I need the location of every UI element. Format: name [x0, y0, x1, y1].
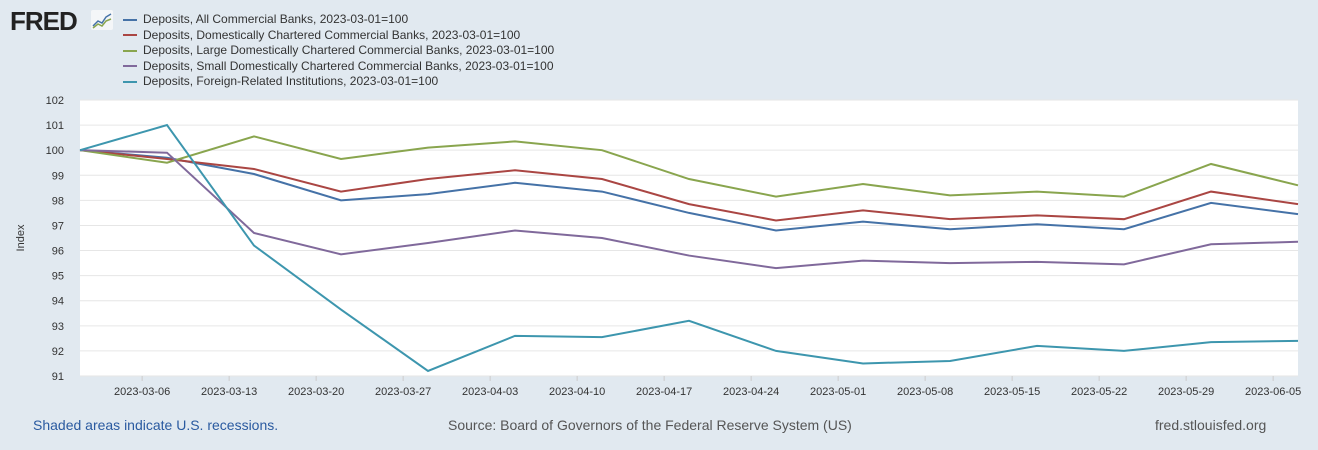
legend-item[interactable]: Deposits, Foreign-Related Institutions, … — [123, 74, 554, 90]
series-line-4 — [79, 123, 1299, 373]
x-tick-label: 2023-05-29 — [1158, 386, 1214, 398]
x-tick-label: 2023-06-05 — [1245, 386, 1301, 398]
y-tick-label: 95 — [52, 271, 64, 283]
x-tick-label: 2023-05-08 — [897, 386, 953, 398]
y-tick-label: 94 — [52, 296, 64, 308]
y-tick-label: 100 — [46, 145, 64, 157]
x-tick-label: 2023-05-01 — [810, 386, 866, 398]
legend-item[interactable]: Deposits, All Commercial Banks, 2023-03-… — [123, 12, 554, 28]
legend-label: Deposits, Small Domestically Chartered C… — [143, 58, 554, 73]
chart: 91 92 93 94 95 96 97 98 99 100 101 102 2023-03-06 202… — [15, 95, 1301, 398]
legend-swatch — [123, 80, 137, 83]
y-tick-label: 92 — [52, 346, 64, 358]
legend-label: Deposits, Large Domestically Chartered C… — [143, 43, 555, 57]
chart-logo-icon — [91, 10, 113, 30]
recession-note: Shaded areas indicate U.S. recessions. — [33, 417, 279, 433]
x-tick-label: 2023-04-03 — [462, 386, 518, 398]
legend: Deposits, All Commercial Banks, 2023-03-… — [123, 12, 554, 90]
y-tick-label: 91 — [52, 371, 64, 383]
x-tick-label: 2023-05-15 — [984, 386, 1040, 398]
site-link[interactable]: fred.stlouisfed.org — [1155, 417, 1267, 433]
plot-area — [80, 100, 1298, 376]
y-tick-label: 101 — [46, 120, 64, 132]
x-tick-label: 2023-04-24 — [723, 386, 779, 398]
x-tick-label: 2023-03-06 — [114, 386, 170, 398]
y-tick-label: 99 — [52, 170, 64, 182]
legend-label: Deposits, Domestically Chartered Commerc… — [143, 27, 521, 42]
legend-swatch — [123, 34, 137, 37]
y-tick-label: 102 — [46, 95, 64, 107]
y-tick-label: 93 — [52, 321, 64, 333]
x-tick-label: 2023-03-20 — [288, 386, 344, 398]
legend-item[interactable]: Deposits, Domestically Chartered Commerc… — [123, 28, 554, 44]
legend-item[interactable]: Deposits, Small Domestically Chartered C… — [123, 59, 554, 75]
x-tick-label: 2023-04-17 — [636, 386, 692, 398]
legend-swatch — [123, 18, 137, 21]
series-line-3 — [79, 149, 1299, 270]
series-line-1 — [79, 149, 1299, 222]
x-tick-label: 2023-05-22 — [1071, 386, 1127, 398]
legend-item[interactable]: Deposits, Large Domestically Chartered C… — [123, 43, 554, 59]
series-line-0 — [79, 149, 1299, 232]
legend-label: Deposits, Foreign-Related Institutions, … — [143, 74, 439, 88]
x-tick-label: 2023-03-13 — [201, 386, 257, 398]
x-tick-label: 2023-04-10 — [549, 386, 605, 398]
y-tick-label: 97 — [52, 220, 64, 232]
fred-logo[interactable]: FRED — [10, 6, 78, 36]
legend-swatch — [123, 49, 137, 52]
source-text: Source: Board of Governors of the Federa… — [448, 417, 852, 433]
legend-swatch — [123, 65, 137, 68]
x-tick-label: 2023-03-27 — [375, 386, 431, 398]
series-line-2 — [79, 135, 1299, 198]
y-axis-label: Index — [15, 224, 27, 251]
y-tick-label: 98 — [52, 195, 64, 207]
y-tick-label: 96 — [52, 246, 64, 258]
legend-label: Deposits, All Commercial Banks, 2023-03-… — [143, 12, 409, 26]
